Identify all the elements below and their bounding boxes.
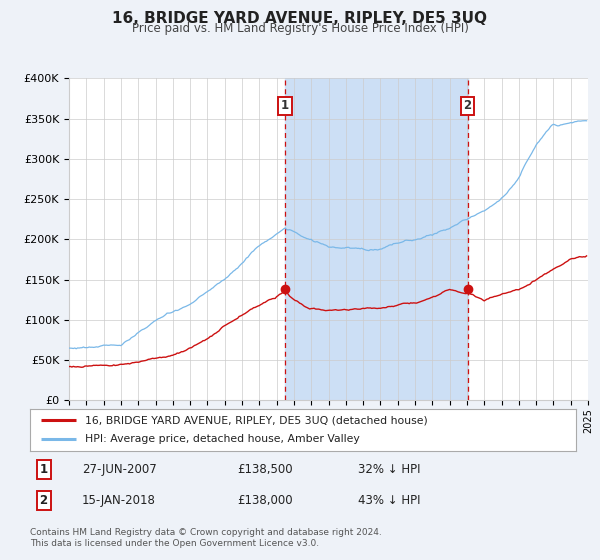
Text: This data is licensed under the Open Government Licence v3.0.: This data is licensed under the Open Gov… xyxy=(30,539,319,548)
Text: 15-JAN-2018: 15-JAN-2018 xyxy=(82,494,156,507)
Text: 27-JUN-2007: 27-JUN-2007 xyxy=(82,463,157,476)
Text: Contains HM Land Registry data © Crown copyright and database right 2024.: Contains HM Land Registry data © Crown c… xyxy=(30,528,382,536)
Text: HPI: Average price, detached house, Amber Valley: HPI: Average price, detached house, Ambe… xyxy=(85,435,359,445)
Bar xyxy=(285,78,467,400)
Text: 16, BRIDGE YARD AVENUE, RIPLEY, DE5 3UQ: 16, BRIDGE YARD AVENUE, RIPLEY, DE5 3UQ xyxy=(113,11,487,26)
Text: 16, BRIDGE YARD AVENUE, RIPLEY, DE5 3UQ (detached house): 16, BRIDGE YARD AVENUE, RIPLEY, DE5 3UQ … xyxy=(85,415,427,425)
Text: Price paid vs. HM Land Registry's House Price Index (HPI): Price paid vs. HM Land Registry's House … xyxy=(131,22,469,35)
Text: 1: 1 xyxy=(281,99,289,112)
Text: 1: 1 xyxy=(40,463,48,476)
Text: £138,000: £138,000 xyxy=(238,494,293,507)
Text: £138,500: £138,500 xyxy=(238,463,293,476)
Text: 43% ↓ HPI: 43% ↓ HPI xyxy=(358,494,420,507)
Text: 2: 2 xyxy=(464,99,472,112)
Text: 2: 2 xyxy=(40,494,48,507)
Text: 32% ↓ HPI: 32% ↓ HPI xyxy=(358,463,420,476)
